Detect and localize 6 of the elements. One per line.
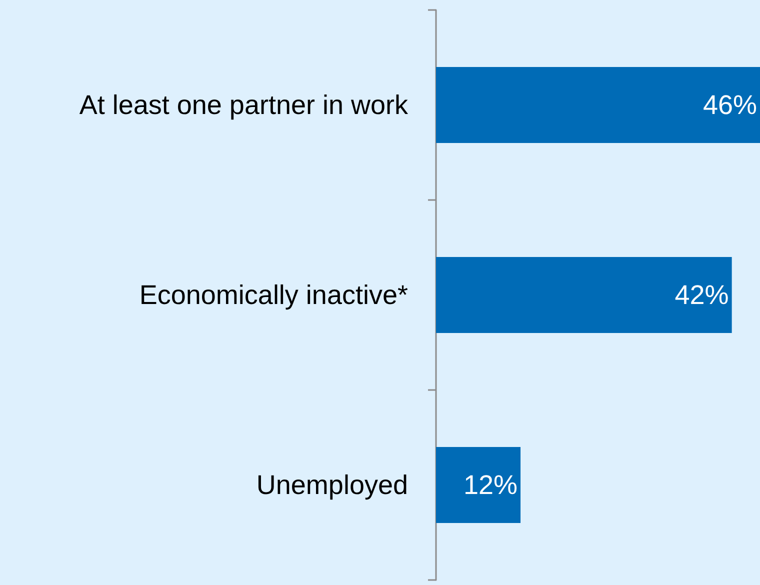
- data-label: 46%: [702, 90, 757, 120]
- y-tick-label: Economically inactive*: [139, 280, 408, 310]
- data-label: 42%: [674, 280, 729, 310]
- y-tick-label: Unemployed: [256, 470, 408, 500]
- data-label: 12%: [463, 470, 518, 500]
- y-tick-label: At least one partner in work: [79, 90, 408, 120]
